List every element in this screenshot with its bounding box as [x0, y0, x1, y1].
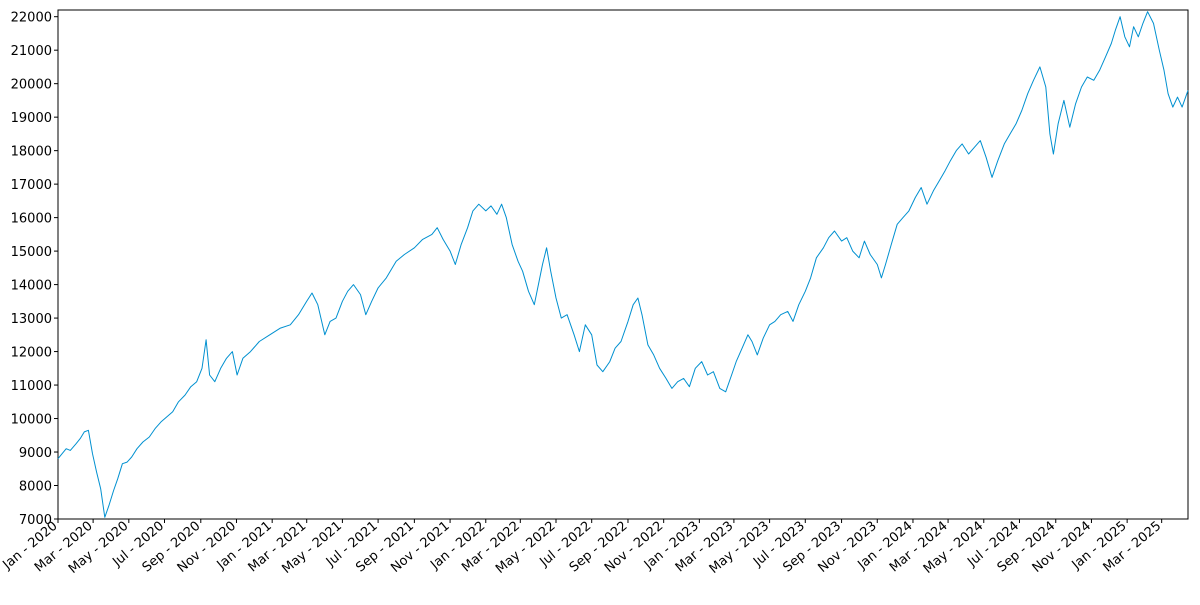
y-tick-label: 11000 [11, 379, 52, 394]
y-tick-label: 7000 [19, 513, 52, 528]
y-tick-label: 8000 [19, 480, 52, 495]
y-tick-label: 10000 [11, 413, 52, 428]
series-layer [57, 11, 1189, 518]
series-line [57, 11, 1189, 518]
y-tick-label: 9000 [19, 446, 52, 461]
y-tick-label: 12000 [11, 346, 52, 361]
y-tick-label: 15000 [11, 245, 52, 260]
y-tick-label: 17000 [11, 178, 52, 193]
y-tick-label: 14000 [11, 279, 52, 294]
y-tick-label: 18000 [11, 145, 52, 160]
y-tick-label: 19000 [11, 111, 52, 126]
y-axis: 7000 8000 9000 10000 11000 12000 13000 14000 150… [11, 11, 58, 528]
y-tick-label: 16000 [11, 212, 52, 227]
y-tick-label: 13000 [11, 312, 52, 327]
y-tick-label: 22000 [11, 11, 52, 26]
y-tick-label: 20000 [11, 78, 52, 93]
y-tick-label: 21000 [11, 44, 52, 59]
plot-area-frame [57, 9, 1189, 520]
